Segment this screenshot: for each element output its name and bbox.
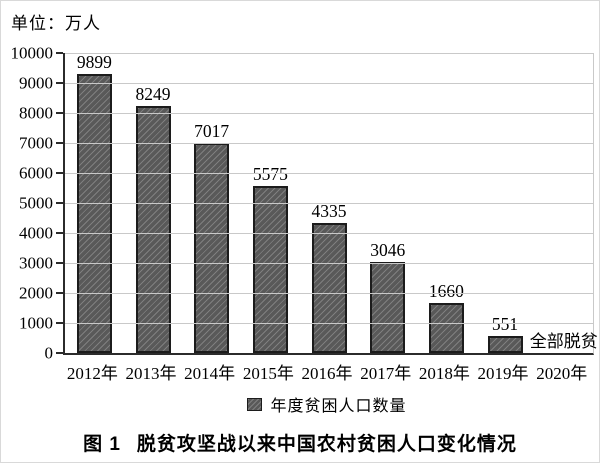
unit-label: 单位：万人: [11, 14, 101, 33]
bar-column: 4335: [300, 53, 359, 353]
bar-column: 9899: [65, 53, 124, 353]
gridline: [65, 83, 593, 84]
y-axis-tick: [56, 202, 63, 204]
y-axis-label: 2000: [19, 283, 53, 303]
y-axis-tick: [56, 322, 63, 324]
annotation-all-lifted: 全部脱贫: [529, 332, 598, 351]
bar-column: 全部脱贫: [530, 53, 598, 353]
figure-caption: 图 1 脱贫攻坚战以来中国农村贫困人口变化情况: [1, 429, 599, 456]
y-axis-label: 10000: [10, 43, 54, 63]
bar-value-label: 3046: [370, 239, 406, 260]
bar: [311, 222, 347, 353]
x-axis-label: 2020年: [536, 364, 588, 383]
bar-value-label: 7017: [194, 120, 230, 141]
y-axis-labels: 0 1000 2000 3000 4000 5000 6000 7000 8000 9000 100…: [1, 45, 54, 362]
bar-value-label: 9899: [76, 52, 112, 72]
gridline: [65, 113, 593, 114]
legend-hatch-swatch-icon: [247, 397, 263, 411]
bar: [252, 185, 288, 353]
bar-column: 1660: [417, 53, 476, 353]
y-axis-label: 7000: [19, 133, 53, 153]
x-axis-label: 2015年: [242, 364, 294, 383]
y-axis-tick: [56, 292, 63, 294]
y-axis-tick: [56, 352, 63, 354]
y-axis-label: 8000: [19, 103, 53, 123]
bar: [370, 261, 406, 353]
caption-title: 脱贫攻坚战以来中国农村贫困人口变化情况: [136, 434, 517, 455]
y-axis-tick: [56, 52, 63, 54]
bar: [194, 142, 230, 353]
y-axis-label: 1000: [19, 313, 53, 333]
y-axis-label: 6000: [19, 163, 53, 183]
bar-value-label: 5575: [252, 163, 288, 184]
y-axis-label: 0: [44, 343, 54, 363]
bar-value-label: 8249: [135, 83, 171, 104]
bar: [487, 336, 523, 353]
y-axis-tick: [56, 142, 63, 144]
gridline: [65, 203, 593, 204]
bar-value-label: 551: [491, 314, 519, 335]
bar-value-label: 4335: [311, 200, 347, 221]
bar-column: 7017: [182, 53, 241, 353]
x-axis-label: 2016年: [301, 364, 353, 383]
gridline: [65, 293, 593, 294]
bars-row: 9899 8249 7017 5575 4335 3046 1660 551 全部脱贫: [65, 53, 598, 353]
y-axis-label: 4000: [19, 223, 53, 243]
legend: 年度贫困人口数量: [63, 392, 591, 416]
gridline: [65, 323, 593, 324]
gridline: [65, 173, 593, 174]
caption-number: 图 1: [83, 434, 121, 455]
legend-label: 年度贫困人口数量: [270, 398, 407, 415]
y-axis-label: 5000: [19, 193, 53, 213]
gridline: [65, 233, 593, 234]
bar: [428, 303, 464, 353]
gridline: [65, 263, 593, 264]
x-axis-label: 2019年: [477, 364, 529, 383]
x-axis-label: 2012年: [66, 364, 118, 383]
x-axis-label: 2014年: [184, 364, 236, 383]
x-axis-label: 2013年: [125, 364, 177, 383]
y-axis-tick: [56, 172, 63, 174]
bar-column: 8249: [124, 53, 183, 353]
gridline: [65, 143, 593, 144]
y-axis-label: 9000: [19, 73, 53, 93]
y-axis-tick: [56, 262, 63, 264]
bar-column: 551: [476, 53, 535, 353]
bar-value-label: 1660: [428, 281, 464, 302]
bar: [76, 74, 112, 353]
y-axis-label: 3000: [19, 253, 53, 273]
plot-area: 9899 8249 7017 5575 4335 3046 1660 551 全部脱贫: [56, 52, 598, 355]
x-axis-label: 2018年: [418, 364, 470, 383]
y-axis-tick: [56, 232, 63, 234]
y-axis-tick: [56, 82, 63, 84]
x-axis-labels: 2012年 2013年 2014年 2015年 2016年 2017年 2018年 2019年…: [63, 359, 591, 384]
x-axis-label: 2017年: [360, 364, 412, 383]
gridline: [65, 53, 593, 54]
bar-column: 3046: [358, 53, 417, 353]
y-axis-tick: [56, 112, 63, 114]
bar: [135, 105, 171, 353]
